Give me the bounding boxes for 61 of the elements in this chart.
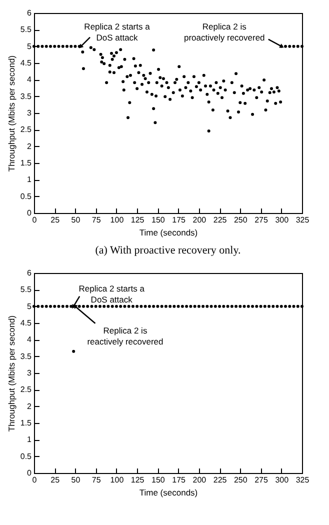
y-tick-label: 5 <box>27 42 32 51</box>
x-tick-label: 250 <box>234 476 248 484</box>
x-tick-label: 25 <box>50 216 60 224</box>
x-tick-label: 25 <box>50 476 60 484</box>
x-tick-label: 150 <box>152 216 166 224</box>
y-axis-title: Throughput (Mbits per second) <box>6 315 16 432</box>
y-tick-label: 2 <box>27 402 32 411</box>
y-tick-label: 4 <box>27 75 32 84</box>
annotation: Replica 2 is proactively recovered <box>184 21 266 42</box>
x-tick-label: 150 <box>152 476 166 484</box>
y-tick-label: 0.5 <box>20 452 32 461</box>
y-tick-label: 5.5 <box>20 285 32 294</box>
x-tick-label: 300 <box>275 476 290 484</box>
x-tick-label: 100 <box>110 216 124 224</box>
y-tick-label: 2 <box>27 142 32 151</box>
y-tick-label: 0 <box>27 208 32 218</box>
y-tick-label: 1 <box>27 435 32 444</box>
x-tick-label: 275 <box>254 216 268 224</box>
y-tick-label: 1 <box>27 175 32 184</box>
y-tick-label: 3.5 <box>20 92 32 101</box>
x-tick-label: 50 <box>71 216 81 224</box>
x-tick-label: 300 <box>275 216 290 224</box>
y-tick-label: 2.5 <box>20 385 32 394</box>
x-tick-label: 200 <box>192 476 207 484</box>
y-axis-title: Throughput (Mbits per second) <box>6 55 16 172</box>
y-tick-label: 4.5 <box>20 58 32 68</box>
annotation: Replica 2 is reactively recovered <box>87 325 164 346</box>
annotation: Replica 2 starts a DoS attack <box>78 283 145 304</box>
y-tick-label: 1.5 <box>20 418 32 428</box>
y-tick-label: 2.5 <box>20 125 32 134</box>
x-tick-label: 325 <box>296 216 310 224</box>
y-tick-label: 0 <box>27 468 32 478</box>
y-tick-label: 5 <box>27 302 32 311</box>
y-tick-label: 3 <box>27 368 32 378</box>
y-tick-label: 6 <box>27 268 32 278</box>
x-tick-label: 325 <box>296 476 310 484</box>
y-tick-label: 6 <box>27 8 32 18</box>
text: (a) With proactive recovery only. <box>95 244 242 256</box>
x-axis-title: Time (seconds) <box>139 488 198 498</box>
x-tick-label: 75 <box>92 216 102 224</box>
x-tick-label: 225 <box>213 476 228 484</box>
y-tick-label: 3 <box>27 108 32 118</box>
x-tick-label: 75 <box>92 476 102 484</box>
y-tick-label: 5.5 <box>20 25 32 34</box>
y-tick-label: 4 <box>27 335 32 344</box>
y-tick-label: 4.5 <box>20 318 32 328</box>
x-tick-label: 125 <box>130 476 145 484</box>
annotation: Replica 2 starts a DoS attack <box>84 21 150 42</box>
x-tick-label: 175 <box>172 216 186 224</box>
y-tick-label: 1.5 <box>20 158 32 168</box>
x-tick-label: 100 <box>110 476 124 484</box>
y-tick-label: 0.5 <box>20 192 32 201</box>
y-tick-label: 3.5 <box>20 352 32 361</box>
x-tick-label: 125 <box>130 216 145 224</box>
x-tick-label: 50 <box>71 476 81 484</box>
x-tick-label: 225 <box>213 216 228 224</box>
x-tick-label: 250 <box>234 216 248 224</box>
x-tick-label: 175 <box>172 476 186 484</box>
x-tick-label: 275 <box>254 476 268 484</box>
x-tick-label: 200 <box>192 216 207 224</box>
x-axis-title: Time (seconds) <box>139 228 198 238</box>
